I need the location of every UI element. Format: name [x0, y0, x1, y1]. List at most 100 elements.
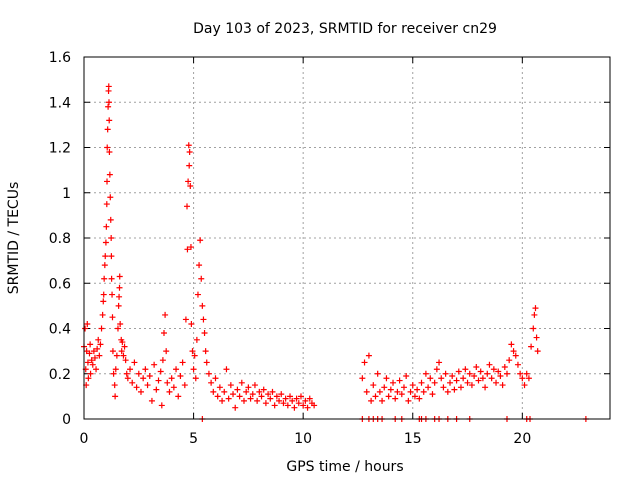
plot-border [83, 56, 611, 420]
data-point [196, 262, 203, 269]
data-point [108, 253, 115, 260]
data-point [466, 370, 473, 377]
data-point [479, 375, 486, 382]
data-point [254, 397, 261, 404]
data-point [208, 379, 215, 386]
data-point [271, 402, 278, 409]
data-point [300, 402, 307, 409]
data-point [451, 386, 458, 393]
data-point [86, 350, 93, 357]
data-point [104, 178, 111, 185]
x-tick-label: 15 [404, 431, 422, 447]
y-tick-label: 1.6 [49, 50, 71, 66]
data-point [508, 341, 515, 348]
data-point [223, 366, 230, 373]
y-tick-label: 1 [62, 186, 71, 202]
data-point [411, 393, 418, 400]
data-point [398, 391, 405, 398]
data-point [400, 384, 407, 391]
data-point [499, 382, 506, 389]
data-point [87, 341, 94, 348]
scatter-points [81, 83, 589, 422]
data-point [103, 201, 110, 208]
data-point [230, 391, 237, 398]
data-point [462, 366, 469, 373]
data-point [137, 388, 144, 395]
data-point [166, 388, 173, 395]
data-point [116, 293, 123, 300]
x-tick-label: 5 [189, 431, 198, 447]
data-point [532, 305, 539, 312]
data-point [135, 370, 142, 377]
data-point [109, 291, 116, 298]
y-axis-label: SRMTID / TECUs [6, 182, 22, 295]
data-point [374, 370, 381, 377]
data-point [96, 352, 103, 359]
data-point [488, 375, 495, 382]
data-point [123, 370, 130, 377]
data-point [173, 366, 180, 373]
data-point [203, 359, 210, 366]
data-point [201, 330, 208, 337]
data-point [418, 379, 425, 386]
y-tick-label: 0.8 [49, 231, 71, 247]
data-point [365, 352, 372, 359]
data-point [484, 370, 491, 377]
data-point [475, 377, 482, 384]
data-point [82, 325, 89, 332]
data-point [186, 149, 193, 156]
data-point [534, 348, 541, 355]
data-point [453, 377, 460, 384]
data-point [293, 395, 300, 402]
data-point [184, 203, 191, 210]
data-point [105, 99, 112, 106]
data-point [146, 373, 153, 380]
data-point [182, 316, 189, 323]
data-point [525, 375, 532, 382]
data-point [113, 352, 120, 359]
data-point [359, 375, 366, 382]
y-tick-label: 1.4 [49, 95, 71, 111]
data-point [363, 388, 370, 395]
y-tick-label: 0.4 [49, 322, 71, 338]
data-point [493, 379, 500, 386]
data-point [107, 216, 114, 223]
data-point [144, 382, 151, 389]
data-point [381, 384, 388, 391]
data-point [407, 388, 414, 395]
data-point [523, 370, 530, 377]
data-point [185, 178, 192, 185]
data-point [240, 397, 247, 404]
data-point [184, 246, 191, 253]
data-point [403, 373, 410, 380]
data-point [221, 388, 228, 395]
data-point [187, 182, 194, 189]
data-point [425, 384, 432, 391]
data-point [238, 379, 245, 386]
data-point [179, 359, 186, 366]
data-point [370, 382, 377, 389]
data-point [106, 149, 113, 156]
data-point [193, 336, 200, 343]
data-point [188, 320, 195, 327]
data-point [158, 402, 165, 409]
data-point [88, 357, 95, 364]
data-point [521, 382, 528, 389]
data-point [95, 336, 102, 343]
data-point [361, 359, 368, 366]
data-point [497, 373, 504, 380]
data-point [385, 393, 392, 400]
data-point [249, 391, 256, 398]
data-point [200, 316, 207, 323]
data-point [440, 384, 447, 391]
data-point [189, 348, 196, 355]
data-point [438, 375, 445, 382]
data-point [269, 388, 276, 395]
data-point [506, 357, 513, 364]
data-point [414, 386, 421, 393]
data-point [181, 382, 188, 389]
data-point [273, 393, 280, 400]
data-point [84, 359, 91, 366]
data-point [151, 361, 158, 368]
data-point [306, 395, 313, 402]
